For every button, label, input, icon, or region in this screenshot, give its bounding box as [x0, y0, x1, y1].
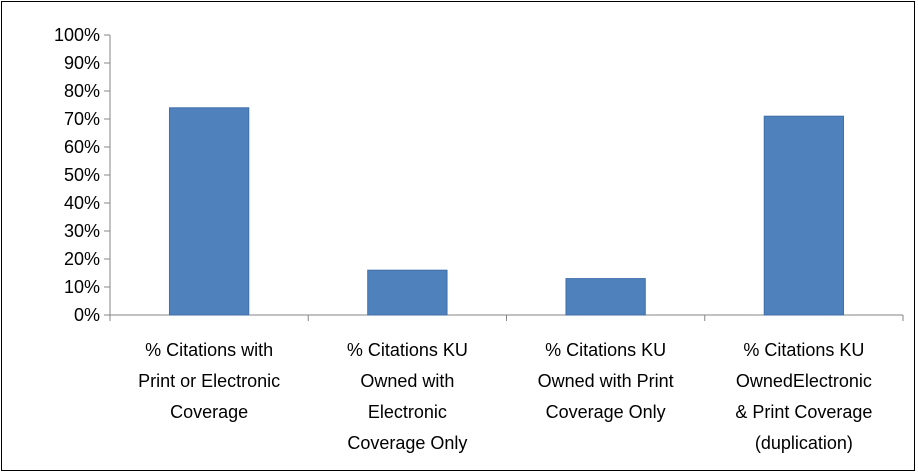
- y-tick-label: 80%: [64, 81, 100, 101]
- category-labels: % Citations with Print or Electronic Cover…: [138, 340, 872, 453]
- category-label: OwnedElectronic: [736, 371, 872, 391]
- category-label: % Citations KU: [743, 340, 864, 360]
- y-tick-label: 50%: [64, 165, 100, 185]
- bar: [168, 107, 250, 316]
- y-tick-label: 90%: [64, 53, 100, 73]
- y-tick-label: 20%: [64, 249, 100, 269]
- y-tick-label: 70%: [64, 109, 100, 129]
- category-label: & Print Coverage: [735, 402, 872, 422]
- category-label: Electronic: [368, 402, 447, 422]
- category-label: Coverage: [170, 402, 248, 422]
- category-label: % Citations KU: [545, 340, 666, 360]
- bar: [763, 115, 845, 316]
- category-label: (duplication): [755, 433, 853, 453]
- bar: [367, 269, 448, 316]
- y-axis: 0% 10% 20% 30% 40% 50% 60% 70% 80% 90% 100%: [54, 25, 111, 325]
- y-tick-label: 100%: [54, 25, 100, 45]
- y-tick-label: 30%: [64, 221, 100, 241]
- x-axis: [109, 314, 904, 321]
- y-tick-label: 40%: [64, 193, 100, 213]
- category-label: % Citations KU: [347, 340, 468, 360]
- bars: [168, 107, 845, 316]
- y-tick-label: 60%: [64, 137, 100, 157]
- category-label: Owned with Print: [538, 371, 674, 391]
- y-tick-label: 10%: [64, 277, 100, 297]
- bar: [565, 278, 646, 316]
- category-label: % Citations with: [145, 340, 273, 360]
- category-label: Coverage Only: [546, 402, 666, 422]
- y-tick-label: 0%: [74, 305, 100, 325]
- category-label: Print or Electronic: [138, 371, 280, 391]
- category-label: Coverage Only: [347, 433, 467, 453]
- category-label: Owned with: [360, 371, 454, 391]
